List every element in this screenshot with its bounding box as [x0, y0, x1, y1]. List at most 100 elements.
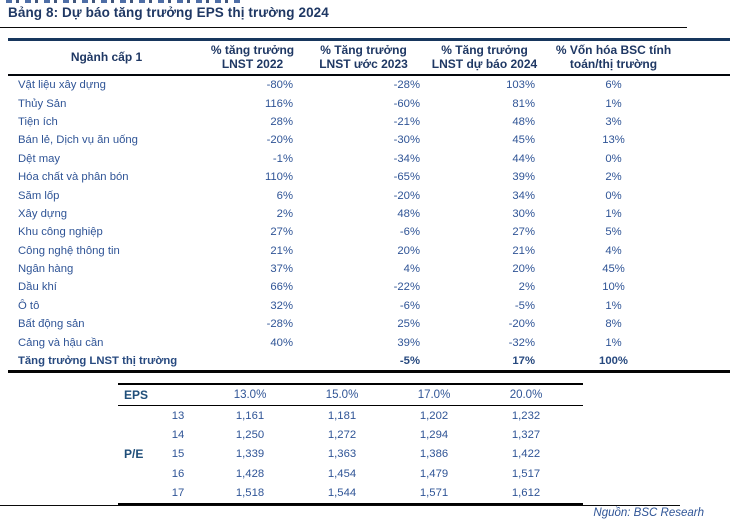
pe-row: 17 1,518 1,544 1,571 1,612 — [118, 483, 583, 505]
sector-cell-g2022: 28% — [270, 115, 293, 128]
sector-cell-label: Vật liệu xây dựng — [18, 79, 106, 92]
eps-value-3: 1,479 — [419, 467, 449, 480]
pe-group-label — [118, 464, 152, 483]
pe-row: 16 1,428 1,454 1,479 1,517 — [118, 464, 583, 483]
sector-row: Ô tô 32% -6% -5% 1% — [8, 297, 730, 315]
sector-cell-g2023: -6% — [399, 299, 420, 312]
sector-cell-g2024: 27% — [512, 226, 535, 239]
eps-value-2: 1,181 — [327, 409, 357, 422]
eps-growth-col-1: 13.0% — [204, 383, 296, 406]
col-header-2022: % tăng trưởng LNST 2022 — [205, 38, 300, 76]
table-caption: Bảng 8: Dự báo tăng trưởng EPS thị trườn… — [8, 5, 329, 20]
sector-row: Tiện ích 28% -21% 48% 3% — [8, 113, 730, 131]
sector-cell-label: Bán lẻ, Dịch vụ ăn uống — [18, 134, 138, 147]
pe-row-end-spacer — [572, 445, 583, 464]
sector-cell-label: Hóa chất và phân bón — [18, 171, 129, 184]
eps-value-1: 1,518 — [204, 483, 296, 505]
pe-row: P/E 15 1,339 1,363 1,386 1,422 — [118, 445, 583, 464]
sector-cell-g2022: -80% — [266, 79, 293, 92]
sector-cell-g2024: -5% — [514, 299, 535, 312]
col-header-2024f: % Tăng trưởng LNST dự báo 2024 — [427, 38, 542, 76]
eps-value-2: 1,544 — [296, 483, 388, 505]
eps-value-3: 1,294 — [419, 429, 449, 442]
sector-cell-cap: 1% — [605, 97, 622, 110]
sector-cell-g2023: -6% — [399, 226, 420, 239]
eps-value-2: 1,363 — [327, 448, 357, 461]
sector-cell-label: Xây dựng — [18, 207, 68, 220]
pe-row: 14 1,250 1,272 1,294 1,327 — [118, 425, 583, 444]
sector-cell-cap: 0% — [605, 189, 622, 202]
sector-total-cell-g2022 — [205, 351, 300, 374]
sector-row: Ngân hàng 37% 4% 20% 45% — [8, 260, 730, 278]
eps-value-2: 1,454 — [327, 467, 357, 480]
sector-cell-g2022: 116% — [264, 97, 293, 110]
pe-row-end-spacer — [572, 425, 583, 444]
pe-group-label — [118, 483, 152, 505]
sector-cell-label: Ô tô — [18, 299, 40, 312]
col-header-marketcap: % Vốn hóa BSC tính toán/thị trường — [542, 38, 730, 76]
sector-row: Hóa chất và phân bón 110% -65% 39% 2% — [8, 168, 730, 186]
sector-cell-g2024: 48% — [512, 115, 535, 128]
sector-cell-label: Ngân hàng — [18, 263, 74, 276]
sector-cell-label: Khu công nghiệp — [18, 226, 103, 239]
sector-cell-g2023: -28% — [393, 79, 420, 92]
source-note: Nguồn: BSC Researh — [593, 507, 704, 519]
sector-cell-g2023: 25% — [397, 318, 420, 331]
sector-cell-label: Bất động sản — [18, 318, 85, 331]
sector-total-cell-cap: 100% — [542, 351, 730, 374]
cropped-text-artifact — [6, 0, 243, 3]
sector-total-cell-label: Tăng trưởng LNST thị trường — [8, 351, 205, 374]
sector-row: Công nghệ thông tin 21% 20% 21% 4% — [8, 242, 730, 260]
sector-cell-g2022: -1% — [272, 152, 293, 165]
sector-cell-g2023: -65% — [393, 171, 420, 184]
sector-cell-label: Cảng và hậu cần — [18, 336, 104, 349]
pe-multiple: 16 — [171, 467, 185, 480]
sector-cell-g2023: -60% — [393, 97, 420, 110]
sector-row: Thủy Sản 116% -60% 81% 1% — [8, 94, 730, 112]
eps-value-1: 1,428 — [235, 467, 265, 480]
sector-cell-g2022: 37% — [270, 263, 293, 276]
sector-row: Xây dựng 2% 48% 30% 1% — [8, 205, 730, 223]
sector-table-body: Vật liệu xây dựng -80% -28% 103% 6% Thủy Sản 1… — [8, 75, 730, 374]
pe-row-end-spacer — [572, 406, 583, 426]
eps-value-4: 1,327 — [511, 429, 541, 442]
sector-cell-g2023: 20% — [397, 244, 420, 257]
sector-cell-g2024: 45% — [512, 134, 535, 147]
pe-header-end-spacer — [572, 383, 583, 406]
pe-multiple: 15 — [171, 448, 185, 461]
sector-cell-cap: 4% — [605, 244, 622, 257]
pe-header-row: EPS 13.0% 15.0% 17.0% 20.0% — [118, 383, 583, 406]
sector-cell-cap: 13% — [602, 134, 625, 147]
sector-cell-g2024: 44% — [512, 152, 535, 165]
sector-row: Săm lốp 6% -20% 34% 0% — [8, 186, 730, 204]
sector-cell-g2024: 20% — [512, 263, 535, 276]
sector-cell-label: Dệt may — [18, 152, 61, 165]
sector-cell-g2022: 27% — [270, 226, 293, 239]
eps-value-1: 1,250 — [235, 429, 265, 442]
eps-growth-col-3: 17.0% — [388, 383, 480, 406]
eps-corner-label: EPS — [118, 383, 152, 406]
sector-cell-cap: 5% — [605, 226, 622, 239]
pe-header-spacer — [152, 383, 204, 406]
sector-cell-cap: 1% — [605, 336, 622, 349]
sector-cell-g2024: 2% — [518, 281, 535, 294]
sector-cell-label: Dầu khí — [18, 281, 57, 294]
sector-row: Dệt may -1% -34% 44% 0% — [8, 150, 730, 168]
pe-row-end-spacer — [572, 464, 583, 483]
sector-cell-g2022: 6% — [276, 189, 293, 202]
sector-total-cell-g2024: 17% — [427, 351, 542, 374]
bottom-divider — [0, 505, 680, 507]
pe-eps-matrix: EPS 13.0% 15.0% 17.0% 20.0% 13 1,161 1,181… — [118, 383, 583, 505]
sector-cell-g2024: 30% — [512, 207, 535, 220]
pe-row-end-spacer — [572, 483, 583, 505]
eps-value-3: 1,202 — [419, 409, 449, 422]
sector-cell-g2023: -34% — [393, 152, 420, 165]
sector-row: Cảng và hậu cần 40% 39% -32% 1% — [8, 333, 730, 351]
sector-row: Vật liệu xây dựng -80% -28% 103% 6% — [8, 75, 730, 94]
sector-cell-g2022: -28% — [266, 318, 293, 331]
sector-cell-g2022: 40% — [270, 336, 293, 349]
sector-cell-cap: 8% — [605, 318, 622, 331]
sector-cell-g2024: -20% — [508, 318, 535, 331]
title-divider — [0, 27, 687, 29]
